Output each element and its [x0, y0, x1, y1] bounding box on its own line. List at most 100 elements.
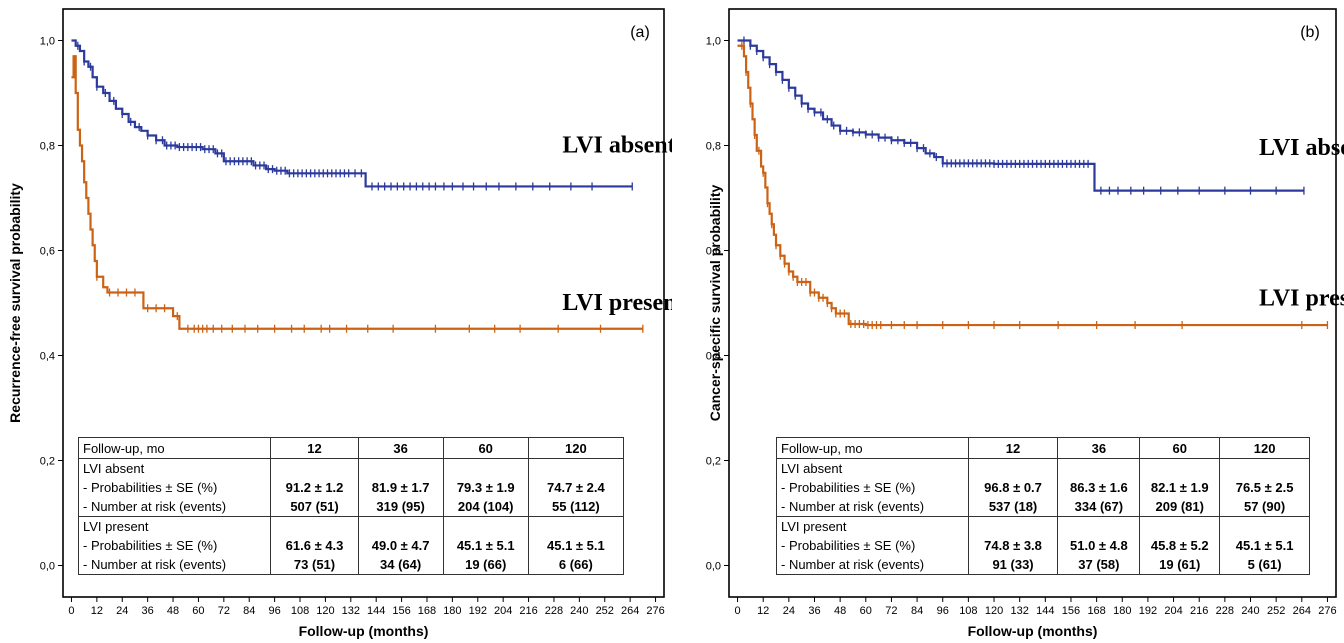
x-tick-label: 120 [985, 605, 1003, 617]
curve-label: LVI present [1259, 286, 1344, 312]
table-value: 79.3 ± 1.9 [442, 478, 529, 497]
x-tick-label: 48 [834, 605, 846, 617]
risk-table-header: Follow-up, mo 12 36 60 120 [776, 437, 1310, 459]
table-value: 55 (112) [527, 497, 625, 517]
risk-table-row: - Number at risk (events) 73 (51) 34 (64) 1… [77, 555, 625, 575]
y-axis-title: Cancer-specific survival probability [707, 185, 723, 422]
table-value: 507 (51) [270, 497, 359, 517]
empty-cell [967, 458, 1059, 478]
y-tick-label: 0,8 [706, 141, 721, 153]
risk-table-row: - Probabilities ± SE (%) 74.8 ± 3.8 51.0 ±… [776, 536, 1310, 555]
y-tick-label: 0,6 [40, 246, 55, 258]
x-tick-label: 180 [443, 605, 461, 617]
y-tick-label: 1,0 [40, 36, 55, 48]
row-label: - Probabilities ± SE (%) [776, 478, 969, 497]
x-axis-title: Follow-up (months) [299, 623, 429, 639]
x-tick-label: 96 [268, 605, 280, 617]
x-tick-label: 24 [783, 605, 795, 617]
y-tick-label: 0,2 [706, 456, 721, 468]
plot-frame [728, 8, 1337, 598]
y-tick-label: 1,0 [706, 36, 721, 48]
risk-table-a: Follow-up, mo 12 36 60 120 LVI absent - Probab… [77, 437, 625, 575]
chart-panel-a: 0 12 24 36 48 60 72 84 96 108 120 132 144 156 168 180 19… [7, 8, 672, 639]
x-tick-label: 192 [469, 605, 487, 617]
row-label: - Number at risk (events) [77, 555, 272, 575]
x-tick-label: 120 [316, 605, 334, 617]
x-tick-label: 156 [392, 605, 410, 617]
risk-table-row: - Number at risk (events) 507 (51) 319 (95… [77, 497, 625, 517]
table-value: 334 (67) [1057, 497, 1141, 517]
empty-cell [357, 516, 444, 536]
table-value: 51.0 ± 4.8 [1057, 536, 1141, 555]
table-value: 537 (18) [967, 497, 1059, 517]
table-value: 61.6 ± 4.3 [270, 536, 359, 555]
table-value: 37 (58) [1057, 555, 1141, 575]
y-tick-label: 0,4 [706, 351, 721, 363]
x-tick-label: 240 [570, 605, 588, 617]
x-tick-label: 276 [646, 605, 664, 617]
x-tick-label: 84 [243, 605, 255, 617]
x-axis-title: Follow-up (months) [968, 623, 1098, 639]
y-tick-label: 0,8 [40, 141, 55, 153]
group-name: LVI present [77, 516, 272, 536]
table-value: 74.7 ± 2.4 [527, 478, 625, 497]
empty-cell [357, 458, 444, 478]
x-tick-label: 240 [1241, 605, 1259, 617]
table-value: 19 (61) [1139, 555, 1221, 575]
empty-cell [1139, 516, 1221, 536]
x-tick-label: 96 [937, 605, 949, 617]
table-value: 57 (90) [1219, 497, 1310, 517]
x-tick-label: 216 [1190, 605, 1208, 617]
x-tick-label: 180 [1113, 605, 1131, 617]
risk-table-header: Follow-up, mo 12 36 60 120 [77, 437, 625, 459]
table-value: 74.8 ± 3.8 [967, 536, 1059, 555]
empty-cell [1219, 516, 1310, 536]
group-name: LVI absent [776, 458, 969, 478]
x-tick-label: 216 [519, 605, 537, 617]
survival-curve-lvi-present [71, 55, 643, 330]
empty-cell [967, 516, 1059, 536]
curve-label: LVI absent [1259, 135, 1344, 161]
y-tick-label: 0,6 [706, 246, 721, 258]
risk-table-b: Follow-up, mo 12 36 60 120 LVI absent - Probab… [776, 437, 1310, 575]
survival-curve-lvi-absent [71, 39, 633, 188]
x-tick-label: 228 [545, 605, 563, 617]
table-value: 73 (51) [270, 555, 359, 575]
risk-table-group-row: LVI absent [77, 458, 625, 478]
header-timepoint: 120 [1219, 437, 1310, 459]
x-tick-label: 264 [621, 605, 639, 617]
x-tick-label: 72 [218, 605, 230, 617]
km-plot-b: 0 12 24 36 48 60 72 84 96 108 120 132 144 156 168 180 19… [706, 8, 1344, 639]
header-timepoint: 12 [270, 437, 359, 459]
risk-table-group-row: LVI present [77, 516, 625, 536]
row-label: - Number at risk (events) [776, 497, 969, 517]
risk-table-row: - Number at risk (events) 91 (33) 37 (58) 1… [776, 555, 1310, 575]
x-tick-label: 252 [596, 605, 614, 617]
empty-cell [527, 458, 625, 478]
empty-cell [527, 516, 625, 536]
x-tick-label: 0 [68, 605, 74, 617]
panel-label: (b) [1300, 24, 1320, 41]
y-tick-label: 0,0 [40, 561, 55, 573]
header-label: Follow-up, mo [77, 437, 272, 459]
x-tick-label: 60 [192, 605, 204, 617]
x-tick-label: 36 [808, 605, 820, 617]
header-timepoint: 120 [527, 437, 625, 459]
table-value: 209 (81) [1139, 497, 1221, 517]
x-tick-label: 264 [1293, 605, 1311, 617]
x-tick-label: 24 [116, 605, 128, 617]
y-tick-label: 0,2 [40, 456, 55, 468]
y-tick-label: 0,4 [40, 351, 55, 363]
y-axis-title: Recurrence-free survival probability [7, 183, 23, 423]
row-label: - Number at risk (events) [776, 555, 969, 575]
risk-table-row: - Probabilities ± SE (%) 91.2 ± 1.2 81.9 ±… [77, 478, 625, 497]
empty-cell [270, 516, 359, 536]
table-value: 45.1 ± 5.1 [442, 536, 529, 555]
empty-cell [442, 458, 529, 478]
table-value: 45.1 ± 5.1 [1219, 536, 1310, 555]
x-tick-label: 276 [1318, 605, 1336, 617]
x-tick-label: 36 [142, 605, 154, 617]
header-timepoint: 60 [1139, 437, 1221, 459]
x-tick-label: 168 [1087, 605, 1105, 617]
survival-curve-lvi-absent [737, 39, 1304, 192]
